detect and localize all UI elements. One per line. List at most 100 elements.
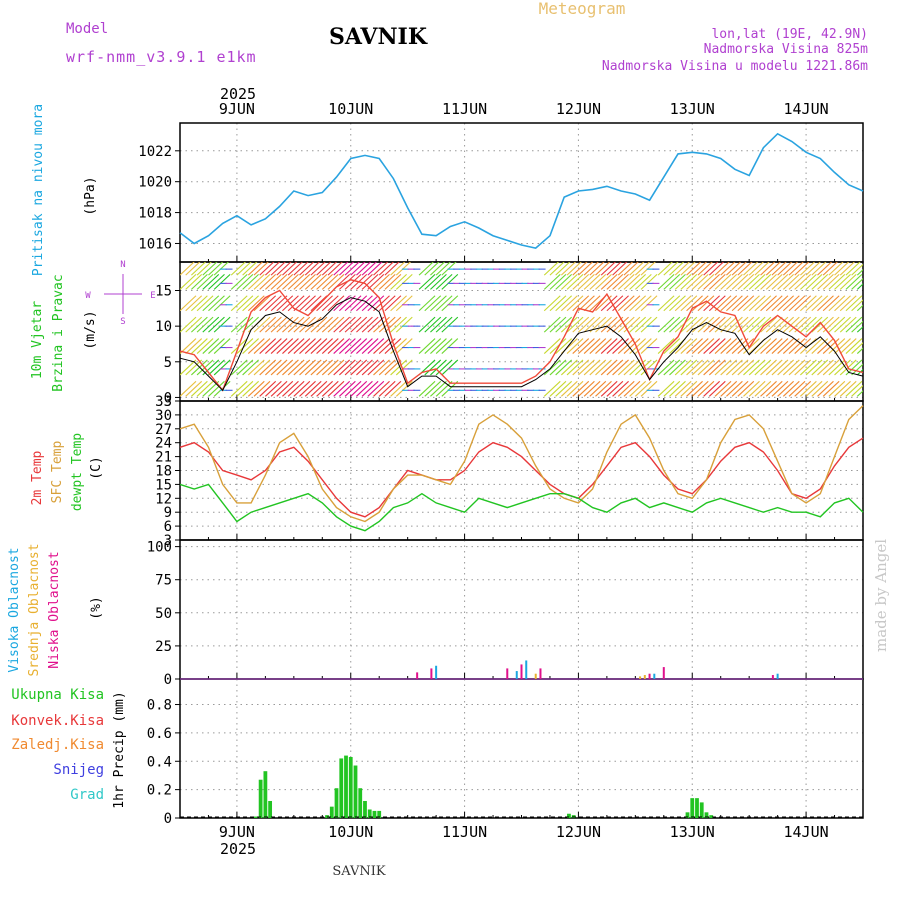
wind-barb: [321, 262, 338, 276]
wind-barb: [304, 316, 322, 333]
y-tick-label: 0.2: [147, 783, 172, 799]
wind-barb: [686, 295, 703, 312]
wind-barb: [327, 262, 343, 276]
wind-barb: [572, 316, 590, 333]
wind-barb: [617, 359, 635, 376]
wind-barb: [287, 380, 305, 397]
wind-barb: [378, 380, 396, 397]
wind-barb: [287, 359, 305, 376]
wind-barb: [253, 338, 271, 354]
wind-barb: [634, 316, 652, 333]
cloud-bar: [662, 667, 665, 679]
wind-barb: [617, 338, 635, 354]
wind-barb: [760, 316, 777, 333]
y-tick-label: 24: [155, 436, 172, 452]
wind-barb: [208, 295, 225, 312]
wind-barb: [441, 338, 459, 354]
wind-barb: [435, 380, 453, 397]
precip-ylabel: 1hr Precip (mm): [112, 691, 127, 808]
wind-barb: [390, 380, 407, 397]
wind-barb: [657, 316, 675, 333]
wind-barb: [583, 262, 599, 276]
wind-barb: [794, 295, 812, 312]
wind-barb: [293, 295, 311, 312]
wind-barb: [293, 380, 311, 397]
wind-barb: [839, 316, 857, 333]
wind-barb: [612, 316, 629, 333]
wind-barb: [253, 380, 271, 397]
wind-barb: [714, 338, 732, 354]
bottom-day-label: 11JUN: [442, 823, 487, 841]
wind-barb: [321, 273, 339, 290]
wind-barb: [680, 273, 698, 290]
wind-barb: [253, 359, 271, 376]
wind-barb: [276, 262, 292, 276]
wind-barb: [549, 380, 567, 397]
wind-barb: [259, 380, 277, 397]
wind-barb: [737, 316, 755, 333]
top-day-label: 14JUN: [784, 100, 829, 118]
wind-barb: [185, 262, 201, 276]
wind-barb: [800, 295, 817, 312]
cloud-bar: [639, 676, 642, 679]
wind-barb: [572, 380, 590, 397]
cloud-bar: [539, 668, 542, 679]
temp-unit: (C): [89, 456, 104, 479]
wind-barb: [708, 338, 726, 354]
wind-barb: [743, 273, 760, 290]
wind-barb: [617, 273, 635, 290]
wind-barb: [748, 316, 766, 333]
wind-barb: [230, 359, 248, 376]
wind-barb: [697, 359, 715, 376]
wind-barb: [230, 273, 248, 290]
wind-barb: [760, 262, 776, 276]
wind-barb: [834, 262, 850, 276]
wind-barb: [686, 262, 702, 276]
wind-barb: [623, 380, 641, 397]
wind-barb: [338, 338, 356, 354]
wind-barb: [390, 316, 407, 333]
wind-barb: [851, 320, 863, 333]
wind-barb: [697, 295, 715, 312]
wind-barb: [623, 262, 639, 276]
wind-barb: [350, 359, 368, 376]
wind-barb: [754, 262, 770, 276]
wind-barb: [276, 295, 294, 312]
wind-barb: [180, 273, 197, 290]
wind-barb: [350, 295, 368, 312]
wind-barb: [424, 316, 442, 333]
wind-barb: [657, 359, 675, 376]
wind-barb: [811, 273, 829, 290]
wind-barb: [344, 262, 360, 276]
wind-barb: [714, 359, 732, 376]
wind-barb: [578, 273, 595, 290]
wind-barb: [208, 359, 225, 376]
wind-barb: [282, 380, 299, 397]
year-top: 2025: [220, 85, 256, 103]
wind-barb: [543, 273, 561, 290]
wind-barb: [714, 262, 730, 276]
precip-bar: [363, 800, 367, 818]
wind-barb: [202, 262, 218, 276]
wind-barb: [555, 359, 573, 376]
wind-barb: [589, 359, 607, 376]
wind-barb: [259, 359, 277, 376]
wind-barb: [282, 338, 299, 354]
wind-barb: [180, 338, 197, 354]
wind-barb: [765, 359, 783, 376]
wind-barb: [777, 359, 795, 376]
wind-barb: [782, 273, 800, 290]
wind-barb: [856, 347, 863, 354]
wind-barb: [595, 273, 612, 290]
wind-barb: [708, 273, 726, 290]
wind-barb: [418, 295, 436, 312]
cloud-unit: (%): [89, 596, 104, 619]
wind-barb: [287, 273, 305, 290]
wind-mean-line: [179, 297, 864, 392]
wind-barb: [185, 380, 203, 397]
wind-barb: [338, 262, 355, 276]
y-tick-label: 1016: [138, 236, 172, 252]
precip-bar: [258, 779, 263, 818]
